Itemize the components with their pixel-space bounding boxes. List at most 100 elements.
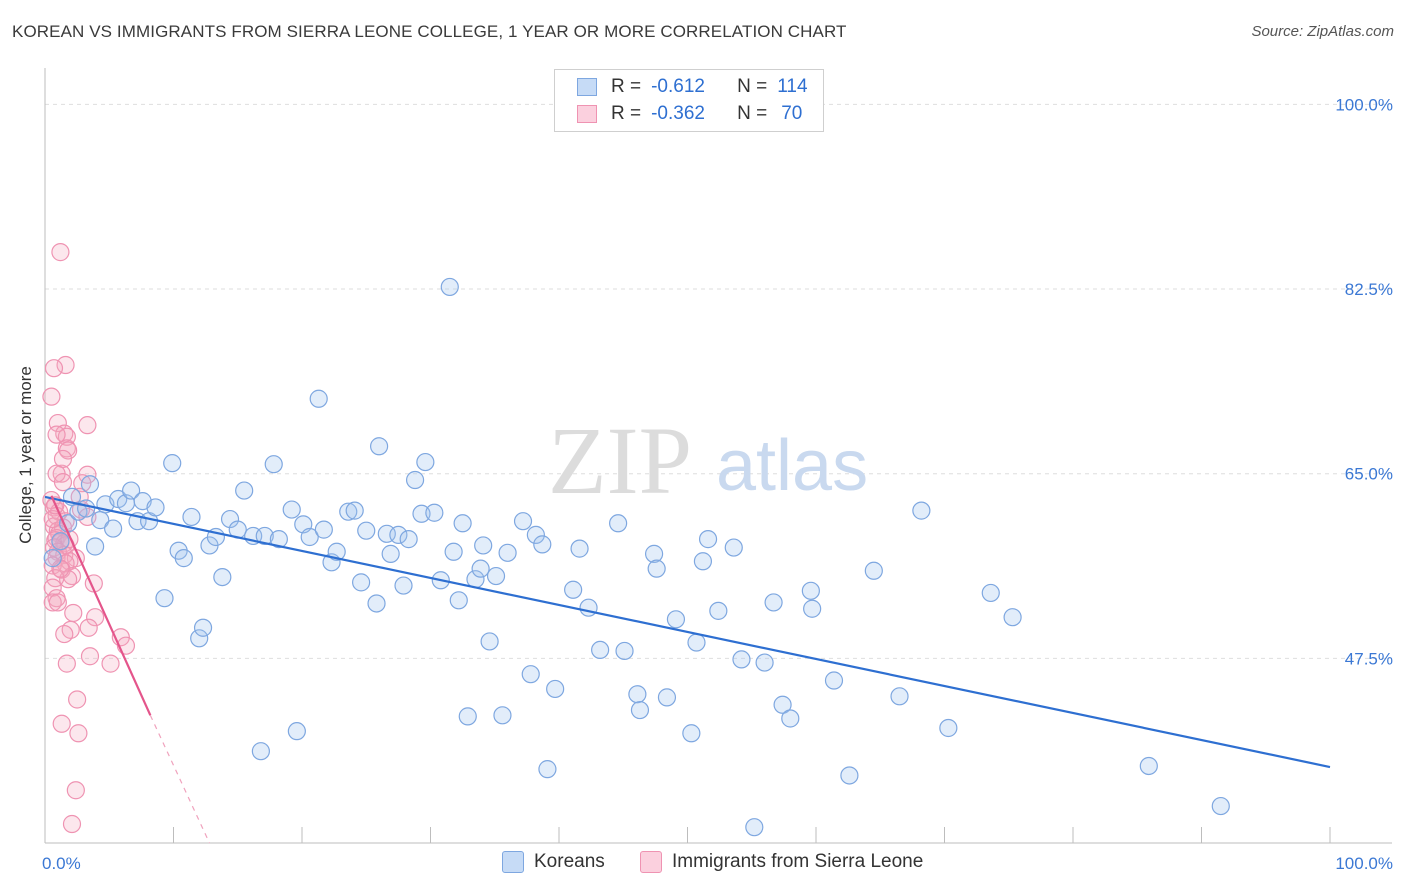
y-tick-label-2: 82.5% xyxy=(1345,280,1393,299)
korean-point xyxy=(657,688,677,707)
sierra-leone-point xyxy=(73,474,92,493)
sierra-leone-point xyxy=(57,654,76,673)
korean-point xyxy=(570,539,589,558)
korean-point xyxy=(453,514,472,533)
korean-point xyxy=(579,598,598,617)
korean-point xyxy=(251,742,270,761)
korean-point xyxy=(521,665,540,684)
sierra-leone-point xyxy=(42,387,61,406)
korean-point xyxy=(609,514,628,533)
korean-point xyxy=(773,695,792,714)
korean-point xyxy=(591,640,610,660)
watermark: ZIP atlas xyxy=(548,407,868,514)
legend-n-label: N = xyxy=(737,103,768,124)
korean-point xyxy=(287,722,306,741)
korean-point xyxy=(864,561,883,580)
korean-point xyxy=(193,618,213,637)
korean-point xyxy=(339,502,358,521)
korean-point xyxy=(444,542,463,561)
legend-r-value: -0.612 xyxy=(651,76,705,97)
sierra-leone-point xyxy=(70,487,89,507)
sierra-leone-point xyxy=(86,608,105,627)
korean-point xyxy=(425,503,444,522)
korean-point xyxy=(471,559,490,578)
trend-layer xyxy=(44,495,1331,844)
legend-r-label: R = xyxy=(611,103,642,124)
korean-point xyxy=(526,525,545,544)
sierra-leone-point xyxy=(64,603,83,623)
korean-point xyxy=(480,632,499,651)
korean-point xyxy=(824,671,844,690)
korean-point xyxy=(155,589,174,608)
korean-point xyxy=(458,707,477,726)
korean-point xyxy=(412,504,431,523)
korean-point xyxy=(486,566,506,586)
y-tick-label-0: 47.5% xyxy=(1345,649,1393,668)
y-axis-label: College, 1 year or more xyxy=(16,366,35,544)
sierra-leone-trend-line xyxy=(50,495,152,716)
legend-n-value: 70 xyxy=(781,103,803,124)
x-tick-label-start: 0.0% xyxy=(42,854,81,873)
korean-point xyxy=(803,599,822,618)
sierra-leone-point xyxy=(55,624,74,644)
korean-point xyxy=(367,594,386,613)
legend-n-value: 114 xyxy=(777,76,808,97)
korean-point xyxy=(939,718,958,738)
bottom-legend-label-sierra-leone: Immigrants from Sierra Leone xyxy=(672,851,924,872)
bottom-legend-label-koreans: Koreans xyxy=(534,851,605,872)
korean-point xyxy=(345,501,364,520)
y-tick-label-3: 100.0% xyxy=(1335,95,1393,114)
sierra-leone-point xyxy=(68,690,87,709)
sierra-leone-point xyxy=(78,416,97,435)
watermark-zip: ZIP xyxy=(548,407,692,514)
sierra-leone-point xyxy=(55,424,74,443)
korean-point xyxy=(190,629,209,648)
korean-point xyxy=(314,520,333,539)
korean-point xyxy=(269,530,288,549)
korean-point xyxy=(628,685,647,704)
korean-point xyxy=(213,567,232,587)
korean-point xyxy=(755,653,774,672)
x-tick-label-end: 100.0% xyxy=(1335,854,1393,873)
bottom-legend-swatch-sierra-leone xyxy=(640,851,662,873)
bottom-legend-swatch-koreans xyxy=(502,851,524,873)
korean-point xyxy=(840,766,859,785)
korean-point xyxy=(981,583,1000,603)
korean-point xyxy=(687,633,706,652)
korean-point xyxy=(309,389,328,408)
korean-point xyxy=(80,475,100,494)
korean-point xyxy=(449,591,468,610)
sierra-leone-point xyxy=(66,781,85,800)
grid-layer xyxy=(45,103,1392,659)
korean-point xyxy=(693,552,713,571)
korean-point xyxy=(745,818,764,837)
korean-point xyxy=(51,532,70,551)
korean-point xyxy=(121,481,141,500)
korean-point xyxy=(564,580,583,599)
sierra-leone-point xyxy=(62,814,82,834)
korean-point xyxy=(538,760,557,779)
korean-point xyxy=(764,593,783,612)
korean-point xyxy=(381,544,400,563)
legend-row-sierra-leone: R = -0.362 N = 70 xyxy=(577,101,802,127)
legend-n-label: N = xyxy=(737,76,768,97)
sierra-leone-point xyxy=(48,593,67,612)
korean-point xyxy=(474,536,493,555)
sierra-leone-point xyxy=(79,618,98,637)
korean-point xyxy=(615,641,634,661)
korean-point xyxy=(255,526,274,546)
korean-point xyxy=(300,527,319,547)
korean-point xyxy=(630,700,650,720)
korean-point xyxy=(146,498,165,517)
korean-point xyxy=(352,573,371,592)
bottom-legend-sierra-leone: Immigrants from Sierra Leone xyxy=(640,851,923,873)
korean-point xyxy=(394,576,413,595)
bottom-legend-koreans: Koreans xyxy=(502,851,605,873)
korean-point xyxy=(104,519,123,538)
legend-row-koreans: R = -0.612 N = 114 xyxy=(577,74,808,100)
korean-point xyxy=(647,559,666,578)
korean-point xyxy=(709,601,728,620)
legend-r-value: -0.362 xyxy=(651,103,705,124)
y-tick-label-1: 65.0% xyxy=(1345,465,1393,484)
korean-point xyxy=(1211,796,1230,816)
